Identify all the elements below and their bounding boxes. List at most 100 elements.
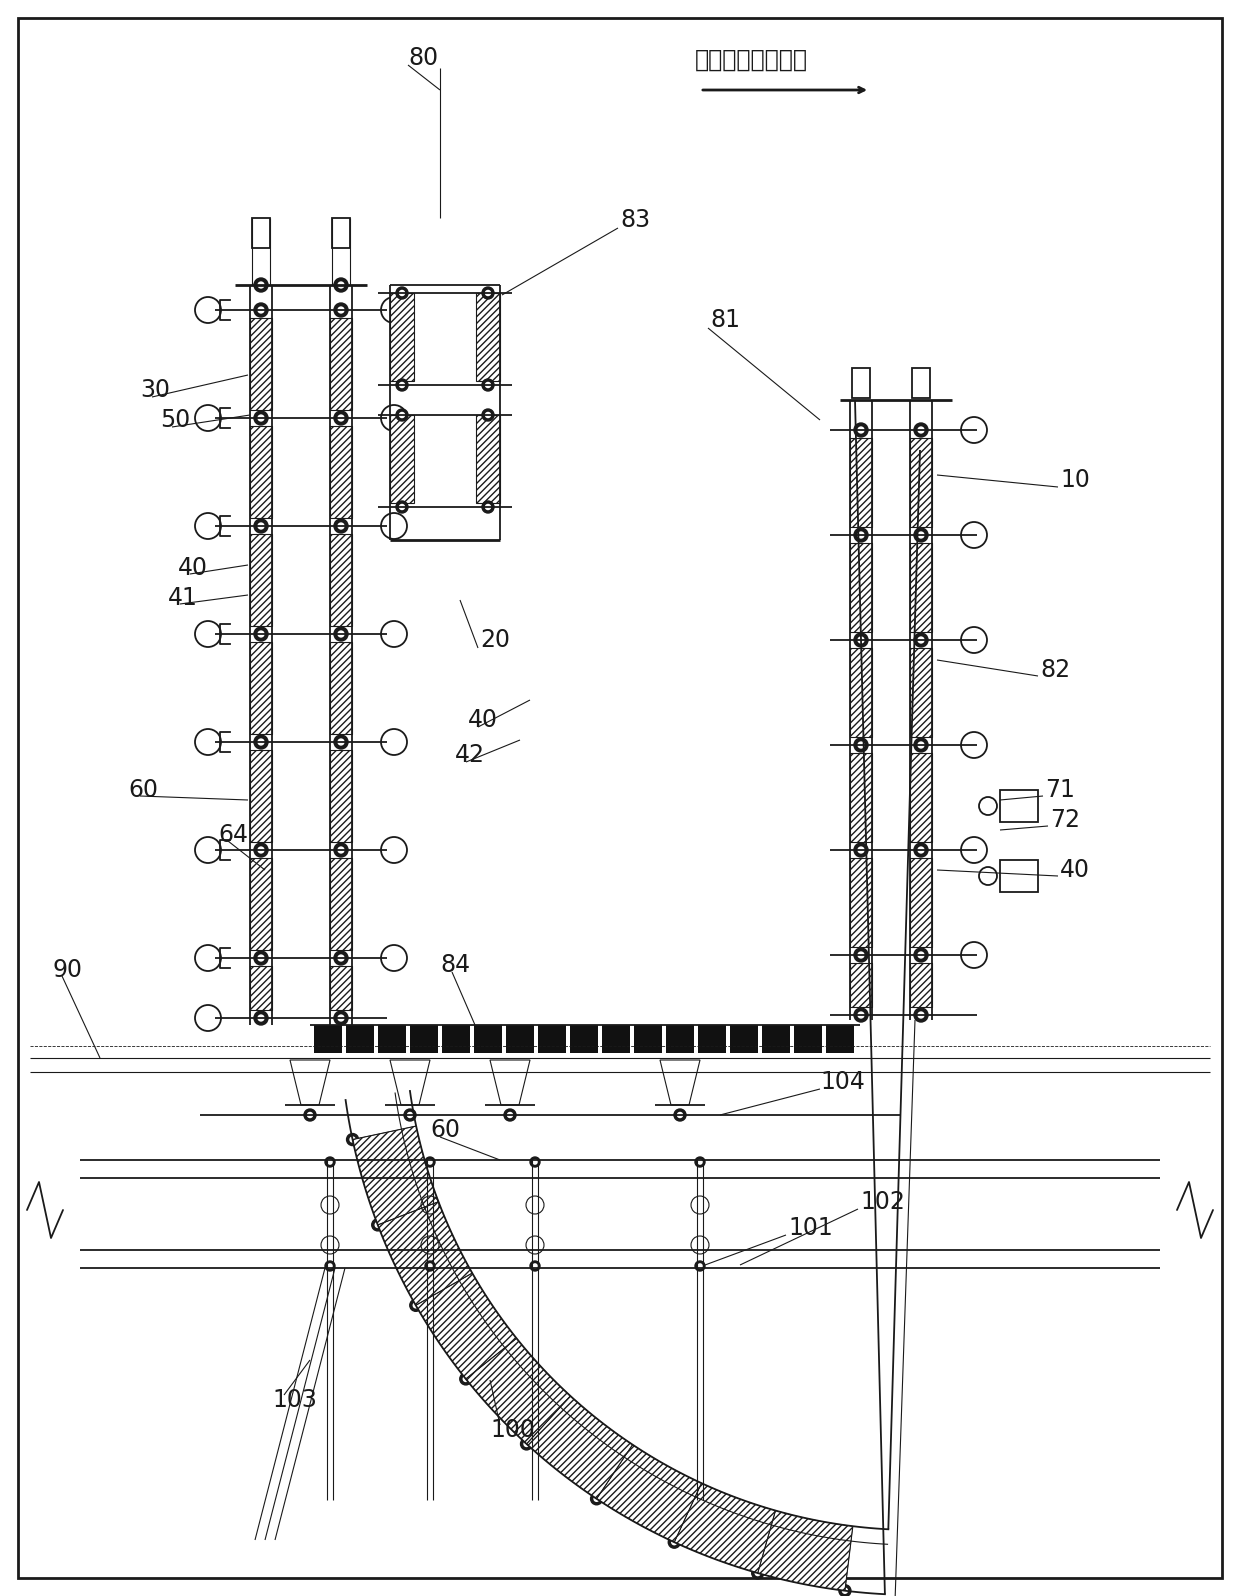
Circle shape [334,1010,348,1025]
Circle shape [694,1261,706,1270]
Polygon shape [660,1060,701,1104]
Circle shape [408,1112,413,1117]
Circle shape [258,415,264,421]
Circle shape [918,1012,924,1018]
Circle shape [486,412,491,418]
Bar [330,750,352,843]
Circle shape [258,847,264,852]
Bar [250,966,272,1010]
Circle shape [914,737,928,752]
Circle shape [254,843,268,857]
Circle shape [304,1109,316,1120]
Polygon shape [352,1127,439,1224]
Circle shape [327,1264,332,1269]
Circle shape [918,953,924,958]
Circle shape [482,501,494,512]
Circle shape [339,739,343,745]
Circle shape [376,1223,381,1227]
Circle shape [413,1302,418,1307]
Circle shape [918,742,924,749]
Circle shape [858,531,864,538]
Text: 40: 40 [467,709,498,733]
Bar [910,859,932,946]
Bar [252,219,270,247]
Bar [849,648,872,737]
Bar [330,426,352,519]
Text: 浇筑空间宽度方向: 浇筑空间宽度方向 [694,48,808,72]
Circle shape [254,627,268,642]
Polygon shape [596,1444,702,1542]
Circle shape [325,1261,335,1270]
Bar [910,962,932,1007]
Circle shape [254,736,268,749]
Circle shape [409,1299,422,1312]
Circle shape [854,423,868,437]
Circle shape [396,409,408,421]
Polygon shape [490,1060,529,1104]
Bar [250,535,272,626]
Text: 50: 50 [160,409,190,433]
Polygon shape [466,1339,570,1444]
Circle shape [486,290,491,295]
Circle shape [460,1373,471,1385]
Text: 60: 60 [128,777,157,803]
Circle shape [854,843,868,857]
Circle shape [698,1264,702,1269]
Circle shape [755,1570,760,1575]
Circle shape [918,531,924,538]
Circle shape [404,1109,415,1120]
Polygon shape [527,1396,632,1499]
Bar [849,753,872,843]
Bar [849,437,872,527]
Circle shape [503,1109,516,1120]
Bar [391,294,414,381]
Circle shape [399,504,404,509]
Circle shape [254,303,268,318]
Bar [250,318,272,410]
Bar [474,1025,502,1053]
Text: 104: 104 [820,1069,864,1093]
Circle shape [914,528,928,543]
Text: 10: 10 [1060,468,1090,492]
Circle shape [258,739,264,745]
Bar [538,1025,565,1053]
Circle shape [521,1438,532,1449]
Circle shape [428,1160,432,1163]
Circle shape [339,282,343,287]
Bar [330,318,352,410]
Bar [999,860,1038,892]
Circle shape [914,843,928,857]
Text: 72: 72 [1050,808,1080,832]
Circle shape [668,1537,681,1548]
Bar [410,1025,438,1053]
Circle shape [334,627,348,642]
Polygon shape [391,1060,430,1104]
Circle shape [339,306,343,313]
Circle shape [339,630,343,637]
Text: 83: 83 [620,207,650,231]
Bar [849,859,872,946]
Circle shape [334,951,348,966]
Bar [250,426,272,519]
Text: 64: 64 [218,824,248,847]
Circle shape [858,637,864,643]
Bar [314,1025,342,1053]
Circle shape [339,954,343,961]
Circle shape [339,847,343,852]
Circle shape [914,948,928,962]
Bar [826,1025,854,1053]
Text: 71: 71 [1045,777,1075,803]
Circle shape [254,278,268,292]
Polygon shape [290,1060,330,1104]
Circle shape [854,528,868,543]
Circle shape [839,1585,851,1596]
Circle shape [914,1009,928,1021]
Circle shape [675,1109,686,1120]
Bar [346,1025,374,1053]
Circle shape [339,415,343,421]
Bar [391,415,414,503]
Circle shape [346,1133,358,1146]
Bar [250,859,272,950]
Circle shape [425,1261,435,1270]
Circle shape [525,1441,529,1446]
